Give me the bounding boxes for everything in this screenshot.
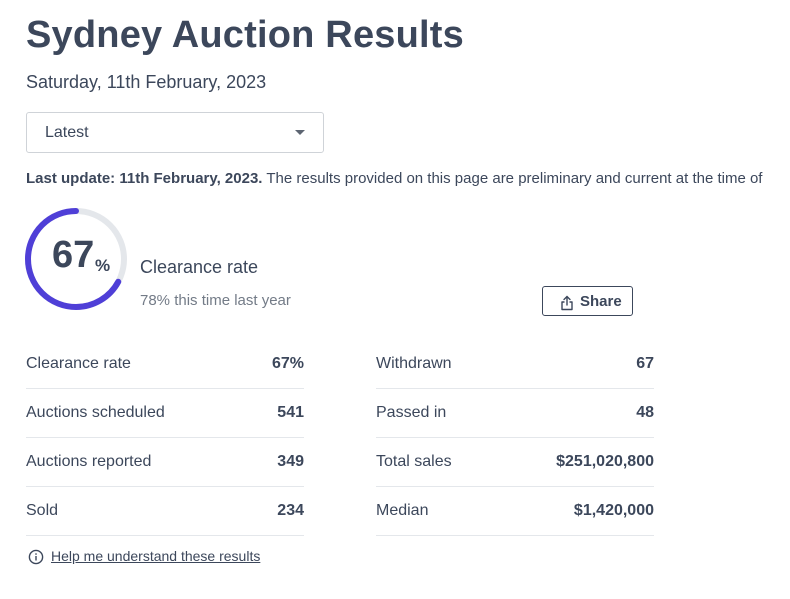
stat-value: 541 xyxy=(277,404,304,421)
stat-label: Withdrawn xyxy=(376,355,452,372)
stats-table-right: Withdrawn 67 Passed in 48 Total sales $2… xyxy=(376,340,654,536)
stat-row-median: Median $1,420,000 xyxy=(376,487,654,536)
stat-value: 48 xyxy=(636,404,654,421)
gauge-progress-arc xyxy=(25,208,127,310)
clearance-rate-unit: % xyxy=(95,256,111,275)
share-button[interactable]: Share xyxy=(542,286,633,316)
stat-value: 67 xyxy=(636,355,654,372)
clearance-rate-gauge xyxy=(25,208,127,310)
stat-row-clearance-rate: Clearance rate 67% xyxy=(26,340,304,389)
dropdown-selected-value: Latest xyxy=(45,124,89,141)
results-period-dropdown[interactable]: Latest xyxy=(26,112,324,153)
stat-value: 67% xyxy=(271,355,304,372)
stat-label: Sold xyxy=(26,502,59,519)
stat-label: Auctions scheduled xyxy=(26,404,165,421)
stat-row-sold: Sold 234 xyxy=(26,487,304,536)
stat-value: $1,420,000 xyxy=(573,502,654,519)
stat-row-auctions-reported: Auctions reported 349 xyxy=(26,438,304,487)
info-icon xyxy=(28,549,44,565)
stat-row-withdrawn: Withdrawn 67 xyxy=(376,340,654,389)
clearance-rate-comparison: 78% this time last year xyxy=(140,292,291,309)
stat-value: 349 xyxy=(277,453,304,470)
stat-label: Passed in xyxy=(376,404,447,421)
page-title: Sydney Auction Results xyxy=(26,14,464,56)
stat-row-passed-in: Passed in 48 xyxy=(376,389,654,438)
stat-label: Median xyxy=(376,502,429,519)
stat-row-total-sales: Total sales $251,020,800 xyxy=(376,438,654,487)
stat-label: Total sales xyxy=(376,453,452,470)
last-update-label: Last update: 11th February, 2023. xyxy=(26,170,263,187)
stat-label: Auctions reported xyxy=(26,453,152,470)
stat-label: Clearance rate xyxy=(26,355,131,372)
stats-table-left: Clearance rate 67% Auctions scheduled 54… xyxy=(26,340,304,536)
stat-row-auctions-scheduled: Auctions scheduled 541 xyxy=(26,389,304,438)
share-icon xyxy=(561,295,573,311)
auction-date: Saturday, 11th February, 2023 xyxy=(26,72,267,92)
help-link-label: Help me understand these results xyxy=(51,548,261,564)
notice-text: The results provided on this page are pr… xyxy=(262,170,763,187)
clearance-rate-value: 67 xyxy=(52,234,95,276)
clearance-rate-label: Clearance rate xyxy=(140,257,259,277)
share-label: Share xyxy=(580,293,622,310)
stat-value: $251,020,800 xyxy=(556,453,654,470)
stat-value: 234 xyxy=(277,502,304,519)
caret-down-icon xyxy=(295,130,305,135)
last-update-notice: Last update: 11th February, 2023. The re… xyxy=(26,170,790,187)
